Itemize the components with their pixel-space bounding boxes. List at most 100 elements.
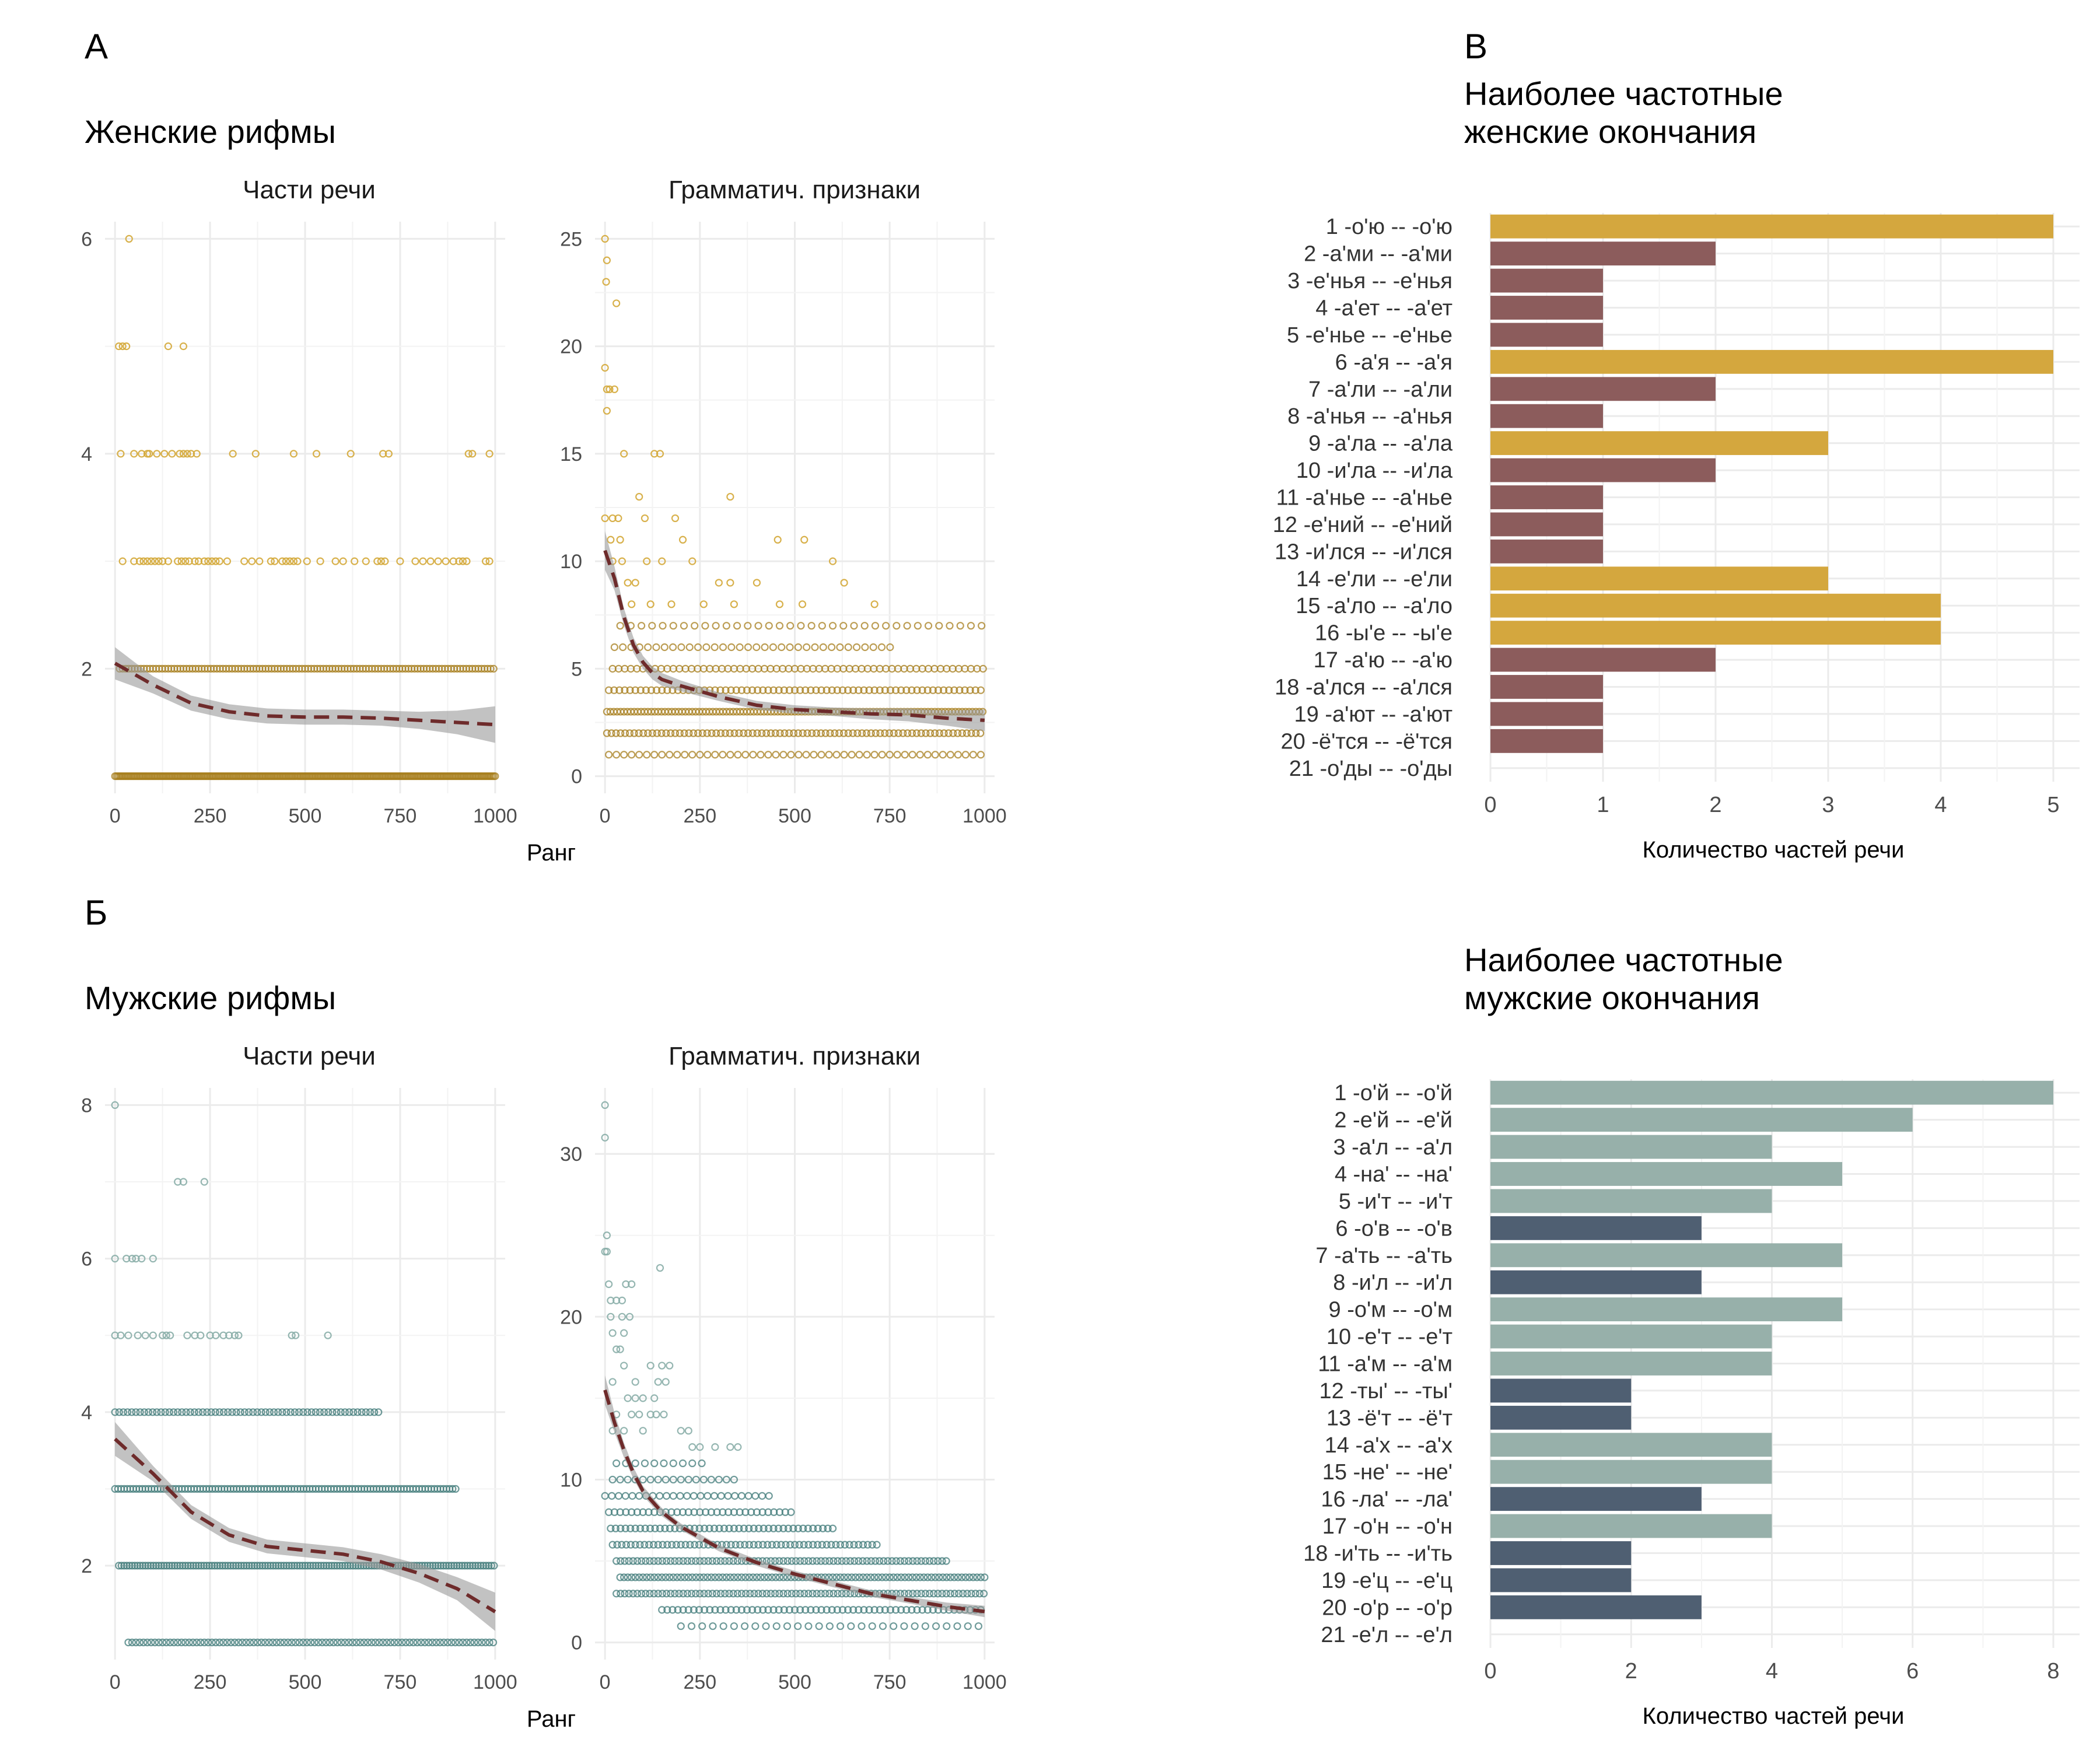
data-point [134, 1562, 142, 1570]
data-point [732, 1541, 740, 1549]
data-point [667, 1590, 675, 1598]
data-point [616, 536, 624, 544]
data-point [916, 1573, 924, 1581]
data-point [618, 1541, 626, 1549]
data-point [667, 1508, 676, 1516]
data-point [176, 450, 184, 458]
data-point [138, 450, 146, 458]
data-point [659, 1541, 667, 1549]
data-point [849, 1606, 858, 1614]
data-point [219, 1639, 228, 1647]
data-point [243, 1562, 251, 1570]
data-point [772, 751, 780, 759]
data-point [200, 1178, 208, 1186]
data-point [232, 1408, 240, 1416]
data-point [724, 1492, 732, 1500]
data-point [876, 729, 884, 737]
category-label: 18 -и'ть -- -и'ть [1303, 1542, 1452, 1566]
data-point [474, 1639, 482, 1647]
category-label: 3 -е'нья -- -е'нья [1287, 269, 1452, 293]
data-point [624, 579, 632, 587]
data-point [640, 1459, 649, 1468]
data-point [654, 1573, 662, 1581]
data-point [935, 1573, 943, 1581]
data-point [949, 729, 957, 737]
data-point [730, 1508, 738, 1516]
bar [1490, 1352, 1772, 1376]
data-point [625, 1557, 633, 1565]
data-point [257, 1639, 265, 1647]
data-point [405, 1639, 414, 1647]
data-point [278, 1408, 286, 1416]
data-point [466, 1562, 474, 1570]
data-point [886, 1573, 894, 1581]
data-point [202, 1562, 211, 1570]
data-point [908, 1573, 916, 1581]
data-point [958, 1573, 966, 1581]
data-point [662, 1590, 671, 1598]
data-point [934, 1590, 942, 1598]
data-point [468, 450, 477, 458]
data-point [741, 1590, 750, 1598]
data-point [926, 729, 935, 737]
data-point [692, 1590, 700, 1598]
data-point [775, 622, 784, 630]
data-point [939, 686, 948, 694]
data-point [610, 686, 618, 694]
bar [1490, 485, 1603, 509]
data-point [194, 557, 203, 565]
data-point [298, 1562, 307, 1570]
data-point [449, 557, 457, 565]
data-point [871, 1557, 880, 1565]
data-point [206, 1331, 214, 1339]
data-point [215, 557, 223, 565]
data-point [115, 342, 123, 351]
data-point [631, 686, 639, 694]
data-point [931, 751, 939, 759]
data-point [253, 1408, 261, 1416]
data-point [751, 1622, 760, 1630]
data-point [870, 751, 878, 759]
data-point [639, 1394, 647, 1402]
data-point [617, 1524, 625, 1532]
data-point [330, 1562, 338, 1570]
data-point [605, 1280, 613, 1289]
data-point [721, 1557, 729, 1565]
data-point [434, 1562, 442, 1570]
category-label: 13 -ё'т -- -ё'т [1326, 1406, 1452, 1430]
data-point [155, 557, 163, 565]
data-point [158, 1562, 166, 1570]
data-point [744, 1492, 752, 1500]
data-point [809, 1524, 817, 1532]
data-point [729, 1557, 737, 1565]
category-label: 9 -о'м -- -о'м [1329, 1298, 1452, 1322]
data-point [726, 751, 734, 759]
data-point [153, 1408, 161, 1416]
data-point [892, 1557, 900, 1565]
data-point [717, 1492, 725, 1500]
data-point [608, 1378, 617, 1386]
data-point [800, 1590, 808, 1598]
data-point [229, 450, 237, 458]
data-point [844, 1606, 852, 1614]
data-point [902, 1606, 911, 1614]
data-point [688, 557, 696, 565]
data-point [745, 1573, 754, 1581]
data-point [699, 1475, 708, 1484]
data-point [688, 1443, 696, 1451]
data-point [881, 1606, 889, 1614]
data-point [410, 1639, 418, 1647]
data-point [189, 1639, 197, 1647]
data-point [977, 729, 985, 737]
data-point [858, 1622, 866, 1630]
data-point [761, 643, 769, 652]
data-point [802, 686, 810, 694]
data-point [612, 1590, 621, 1598]
data-point [913, 686, 921, 694]
data-point [375, 1639, 383, 1647]
y-tick-label: 20 [560, 336, 582, 358]
data-point [762, 1622, 770, 1630]
data-point [212, 1331, 220, 1339]
data-point [786, 622, 794, 630]
data-point [650, 1459, 659, 1468]
